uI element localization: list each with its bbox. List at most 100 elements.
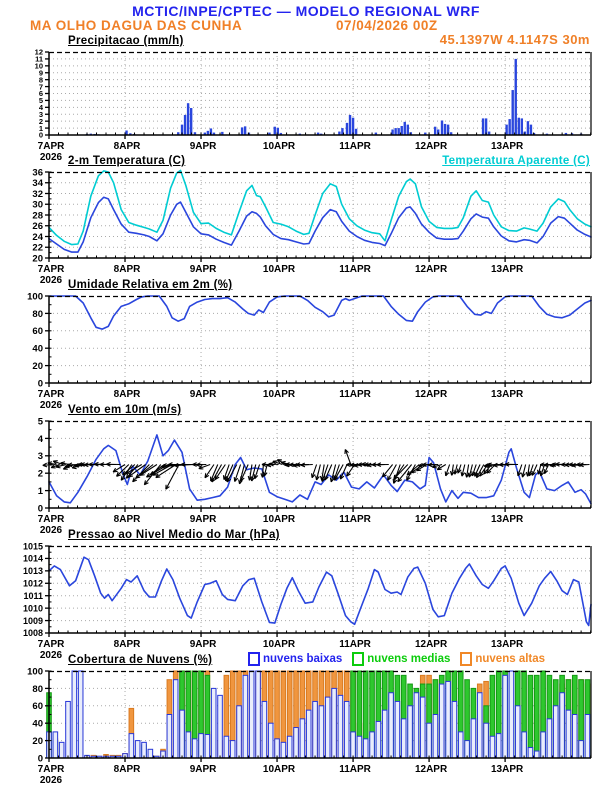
svg-text:12APR: 12APR	[415, 639, 448, 650]
svg-text:10APR: 10APR	[263, 514, 296, 525]
svg-text:10APR: 10APR	[263, 389, 296, 400]
svg-text:2026: 2026	[40, 152, 63, 163]
legend-item-mid-clouds: nuvens medias	[352, 652, 450, 666]
humidity-title: Umidade Relativa em 2m (%)	[68, 279, 233, 291]
svg-text:20: 20	[32, 361, 43, 372]
svg-text:7: 7	[39, 82, 43, 91]
svg-text:1008: 1008	[23, 628, 43, 638]
svg-text:8APR: 8APR	[114, 389, 141, 400]
svg-text:1: 1	[38, 486, 44, 497]
svg-text:2: 2	[38, 469, 43, 480]
svg-text:22: 22	[32, 243, 43, 254]
legend-item-high-clouds: nuvens altas	[460, 652, 545, 666]
svg-text:10APR: 10APR	[263, 764, 296, 775]
svg-text:3: 3	[38, 451, 43, 462]
svg-text:80: 80	[32, 309, 43, 320]
svg-text:0: 0	[39, 131, 43, 140]
legend-low-clouds-label: nuvens baixas	[263, 653, 343, 665]
svg-text:11APR: 11APR	[339, 389, 371, 400]
svg-text:7APR: 7APR	[38, 264, 65, 275]
svg-text:2026: 2026	[40, 650, 63, 661]
cloud-legend: nuvens baixas nuvens medias nuvens altas	[248, 652, 545, 666]
svg-text:26: 26	[32, 221, 43, 232]
svg-text:1: 1	[39, 124, 43, 133]
svg-text:11APR: 11APR	[339, 764, 371, 775]
svg-text:60: 60	[32, 326, 43, 337]
svg-text:4: 4	[38, 434, 44, 445]
svg-text:8APR: 8APR	[114, 764, 141, 775]
cloud-cover-chart: 0 20 40 60 80 100 7APR 8APR 9APR 10APR 11APR 12APR 1…	[27, 666, 592, 786]
svg-text:11APR: 11APR	[339, 264, 371, 275]
svg-text:13APR: 13APR	[491, 264, 524, 275]
svg-text:0: 0	[38, 378, 43, 389]
svg-text:9APR: 9APR	[190, 639, 217, 650]
svg-text:0: 0	[38, 503, 43, 514]
svg-text:60: 60	[32, 701, 43, 712]
svg-text:12APR: 12APR	[415, 514, 448, 525]
svg-text:11APR: 11APR	[339, 141, 371, 152]
svg-text:1014: 1014	[23, 554, 43, 564]
svg-text:4: 4	[39, 103, 44, 112]
page-title: MCTIC/INPE/CPTEC — MODELO REGIONAL WRF	[132, 3, 480, 19]
svg-text:20: 20	[32, 253, 43, 264]
svg-text:13APR: 13APR	[491, 389, 524, 400]
pressure-chart: 1008 1009 1010 1011 1012 1013 1014 1015 7APR 8APR…	[23, 541, 592, 661]
svg-text:5: 5	[38, 416, 44, 427]
svg-text:100: 100	[27, 291, 43, 302]
svg-text:13APR: 13APR	[491, 514, 524, 525]
svg-text:9APR: 9APR	[190, 389, 217, 400]
svg-text:5: 5	[39, 96, 43, 105]
svg-text:2026: 2026	[40, 775, 63, 786]
svg-text:12APR: 12APR	[415, 764, 448, 775]
svg-text:100: 100	[27, 666, 43, 677]
humidity-chart: 0 20 40 60 80 100 7APR 8APR 9APR 10APR 11APR 12APR 1…	[27, 291, 592, 411]
svg-text:40: 40	[32, 344, 43, 355]
cloud-cover-title: Cobertura de Nuvens (%)	[68, 654, 213, 666]
legend-mid-clouds-label: nuvens medias	[367, 653, 451, 665]
svg-text:10APR: 10APR	[263, 264, 296, 275]
svg-text:9APR: 9APR	[190, 141, 217, 152]
svg-text:12: 12	[35, 48, 43, 57]
svg-text:30: 30	[32, 200, 43, 211]
svg-text:1009: 1009	[23, 616, 43, 626]
svg-text:6: 6	[39, 89, 43, 98]
svg-text:9APR: 9APR	[190, 514, 217, 525]
svg-text:13APR: 13APR	[491, 141, 524, 152]
svg-text:9APR: 9APR	[190, 764, 217, 775]
svg-text:12APR: 12APR	[415, 141, 448, 152]
svg-text:2026: 2026	[40, 400, 63, 411]
svg-text:2026: 2026	[40, 275, 63, 286]
svg-text:0: 0	[38, 753, 43, 764]
svg-text:7APR: 7APR	[38, 514, 65, 525]
svg-text:7APR: 7APR	[38, 639, 65, 650]
svg-text:40: 40	[32, 719, 43, 730]
svg-text:1012: 1012	[23, 579, 43, 589]
svg-text:20: 20	[32, 736, 43, 747]
svg-text:1011: 1011	[23, 591, 43, 601]
legend-item-low-clouds: nuvens baixas	[248, 652, 342, 666]
low-clouds-swatch-icon	[248, 652, 260, 666]
svg-text:11: 11	[35, 55, 43, 64]
apparent-temperature-title: Temperatura Aparente (C)	[442, 155, 590, 167]
svg-text:1010: 1010	[23, 603, 43, 613]
mid-clouds-swatch-icon	[352, 652, 365, 666]
svg-text:1015: 1015	[23, 541, 43, 551]
svg-text:10APR: 10APR	[263, 639, 296, 650]
high-clouds-swatch-icon	[460, 652, 473, 666]
svg-text:24: 24	[32, 232, 43, 243]
svg-text:11APR: 11APR	[339, 639, 371, 650]
svg-text:10: 10	[35, 62, 43, 71]
svg-text:34: 34	[32, 178, 43, 189]
pressure-title: Pressao ao Nivel Medio do Mar (hPa)	[68, 529, 280, 541]
run-datetime: 07/04/2026 00Z	[336, 18, 438, 33]
svg-text:9APR: 9APR	[190, 264, 217, 275]
svg-text:8: 8	[39, 75, 43, 84]
svg-text:2: 2	[39, 117, 43, 126]
svg-text:8APR: 8APR	[114, 141, 141, 152]
svg-text:28: 28	[32, 210, 43, 221]
precipitation-title: Precipitacao (mm/h)	[68, 35, 184, 47]
svg-text:80: 80	[32, 684, 43, 695]
